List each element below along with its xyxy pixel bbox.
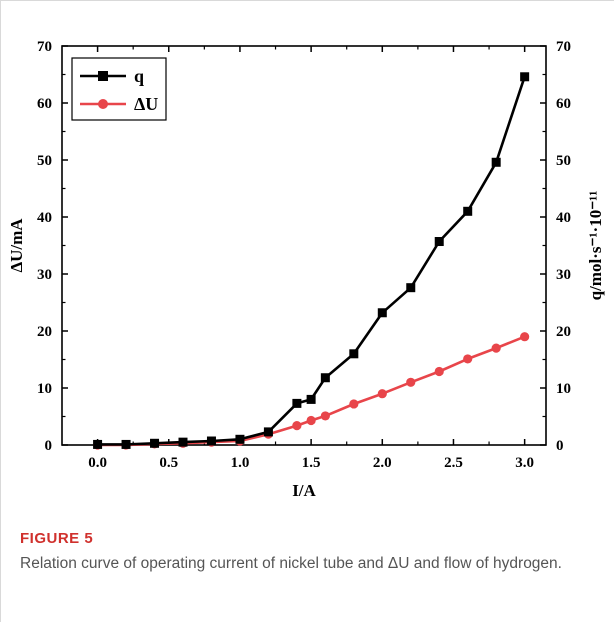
q-data-point bbox=[235, 434, 245, 444]
axes-layer: 0.0 0.5 1.0 1.5 2.0 2.5 3.0 0 0 10 10 20 20 30 30 40 40 5… bbox=[7, 39, 605, 500]
y-right-tick-label: 40 bbox=[556, 210, 571, 226]
legend-box bbox=[71, 57, 167, 121]
y-right-tick-label: 70 bbox=[556, 39, 571, 55]
q-data-point bbox=[263, 427, 273, 437]
delta-u-data-point bbox=[320, 411, 330, 421]
q-data-point bbox=[206, 436, 216, 446]
legend-marker-q bbox=[98, 71, 108, 81]
y-right-tick-label: 50 bbox=[556, 153, 571, 169]
x-tick-label: 2.0 bbox=[373, 455, 392, 471]
delta-u-data-point bbox=[463, 354, 473, 364]
y-left-tick-label: 40 bbox=[37, 210, 52, 226]
series-line-q bbox=[97, 76, 526, 446]
q-data-point bbox=[150, 438, 160, 448]
y-right-tick-label: 0 bbox=[556, 438, 564, 454]
y-right-tick-label: 20 bbox=[556, 324, 571, 340]
q-data-point bbox=[292, 398, 302, 408]
q-data-point bbox=[121, 439, 131, 449]
delta-u-data-point bbox=[377, 389, 387, 399]
y-right-tick-label: 10 bbox=[556, 381, 571, 397]
delta-u-data-point bbox=[306, 415, 316, 426]
figure-caption-text: Relation curve of operating current of n… bbox=[20, 555, 562, 572]
x-tick-label: 0.5 bbox=[159, 455, 178, 471]
y-left-tick-label: 10 bbox=[37, 381, 52, 397]
series-layer bbox=[92, 72, 530, 450]
series-line-delta-u bbox=[97, 335, 526, 447]
delta-u-data-point bbox=[349, 399, 359, 409]
y-left-tick-label: 50 bbox=[37, 153, 52, 169]
y-right-tick-label: 30 bbox=[556, 267, 571, 283]
y-left-tick-label: 0 bbox=[45, 438, 53, 454]
q-data-point bbox=[377, 308, 387, 318]
delta-u-data-point bbox=[292, 421, 302, 431]
frame-top-border bbox=[0, 0, 614, 1]
q-data-point bbox=[320, 373, 330, 383]
y-left-tick-label: 70 bbox=[37, 39, 52, 55]
y-right-tick-label: 60 bbox=[556, 96, 571, 112]
delta-u-data-point bbox=[520, 332, 530, 342]
delta-u-data-point bbox=[491, 343, 501, 353]
legend-label-delta-u: ΔU bbox=[134, 94, 158, 114]
q-data-point bbox=[463, 206, 473, 216]
x-tick-label: 1.5 bbox=[302, 455, 321, 471]
q-data-point bbox=[434, 237, 444, 247]
x-tick-label: 1.0 bbox=[231, 455, 250, 471]
legend-marker-delta-u bbox=[98, 99, 108, 109]
x-tick-label: 2.5 bbox=[444, 455, 463, 471]
q-data-point bbox=[178, 437, 188, 447]
q-data-point bbox=[93, 439, 103, 449]
delta-u-data-point bbox=[434, 366, 444, 377]
q-data-point bbox=[491, 157, 501, 167]
chart-svg: 0.0 0.5 1.0 1.5 2.0 2.5 3.0 0 0 10 10 20 20 30 30 40 40 5… bbox=[7, 39, 605, 500]
y-left-tick-label: 60 bbox=[37, 96, 52, 112]
x-tick-label: 0.0 bbox=[88, 455, 107, 471]
x-tick-label: 3.0 bbox=[515, 455, 534, 471]
x-axis-label: I/A bbox=[292, 481, 316, 500]
delta-u-data-point bbox=[406, 377, 416, 387]
figure-label: FIGURE 5 bbox=[20, 530, 94, 547]
legend-label-q: q bbox=[134, 66, 144, 86]
figure-caption: FIGURE 5 Relation curve of operating cur… bbox=[20, 530, 590, 575]
q-data-point bbox=[349, 349, 359, 359]
y-left-tick-label: 20 bbox=[37, 324, 52, 340]
q-data-point bbox=[520, 72, 530, 82]
frame-left-border bbox=[0, 0, 1, 622]
y-right-axis-label: q/mol·s⁻¹·10⁻¹¹ bbox=[586, 191, 605, 301]
q-data-point bbox=[306, 394, 316, 404]
legend: q ΔU bbox=[71, 57, 167, 121]
y-left-tick-label: 30 bbox=[37, 267, 52, 283]
q-data-point bbox=[406, 283, 416, 293]
y-left-axis-label: ΔU/mA bbox=[7, 218, 26, 273]
